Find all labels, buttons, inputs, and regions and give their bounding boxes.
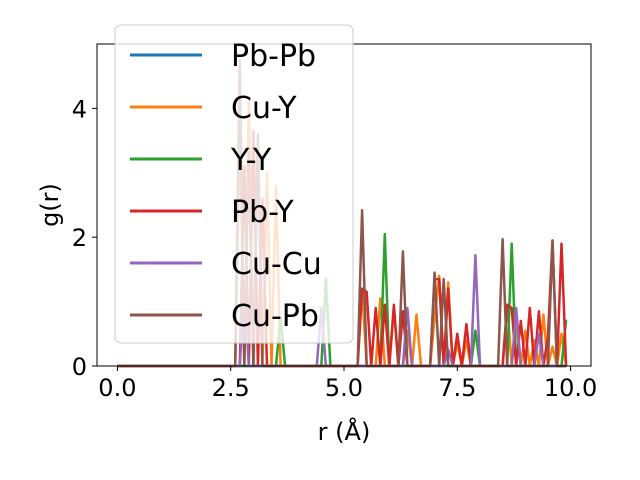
legend-label-y-y: Y-Y (230, 143, 272, 178)
x-axis-label: r (Å) (318, 417, 371, 446)
legend-items: Pb-Pb Cu-Y Y-Y Pb-Y Cu-Cu Cu-Pb (130, 39, 322, 334)
x-tick-label: 5.0 (325, 374, 363, 402)
x-axis: 0.0 2.5 5.0 7.5 10.0 (98, 366, 597, 402)
x-tick-label: 2.5 (212, 374, 250, 402)
legend-label-cu-y: Cu-Y (231, 91, 297, 126)
legend-label-cu-cu: Cu-Cu (231, 247, 322, 282)
legend-label-cu-pb: Cu-Pb (231, 299, 319, 334)
legend: Pb-Pb Cu-Y Y-Y Pb-Y Cu-Cu Cu-Pb (114, 24, 354, 344)
x-tick-label: 7.5 (438, 374, 476, 402)
x-tick-label: 0.0 (98, 374, 136, 402)
y-axis: 0 2 4 (72, 95, 97, 381)
y-tick-label: 4 (72, 95, 87, 123)
y-axis-label: g(r) (36, 183, 64, 227)
legend-label-pb-y: Pb-Y (231, 195, 294, 230)
series-line-y-y (117, 232, 568, 368)
x-tick-label: 10.0 (544, 374, 597, 402)
legend-label-pb-pb: Pb-Pb (231, 39, 316, 74)
y-tick-label: 0 (72, 353, 87, 381)
y-tick-label: 2 (72, 224, 87, 252)
